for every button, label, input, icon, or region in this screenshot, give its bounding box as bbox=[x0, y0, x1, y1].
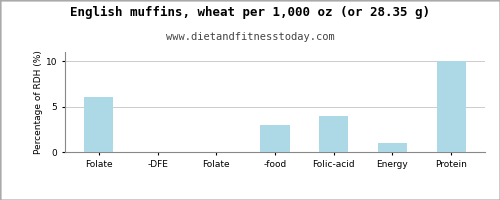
Bar bbox=[436, 61, 466, 152]
Bar bbox=[260, 125, 290, 152]
Text: English muffins, wheat per 1,000 oz (or 28.35 g): English muffins, wheat per 1,000 oz (or … bbox=[70, 6, 430, 19]
Y-axis label: Percentage of RDH (%): Percentage of RDH (%) bbox=[34, 50, 43, 154]
Bar bbox=[84, 97, 114, 152]
Text: www.dietandfitnesstoday.com: www.dietandfitnesstoday.com bbox=[166, 32, 334, 42]
Bar bbox=[319, 116, 348, 152]
Bar bbox=[378, 143, 407, 152]
